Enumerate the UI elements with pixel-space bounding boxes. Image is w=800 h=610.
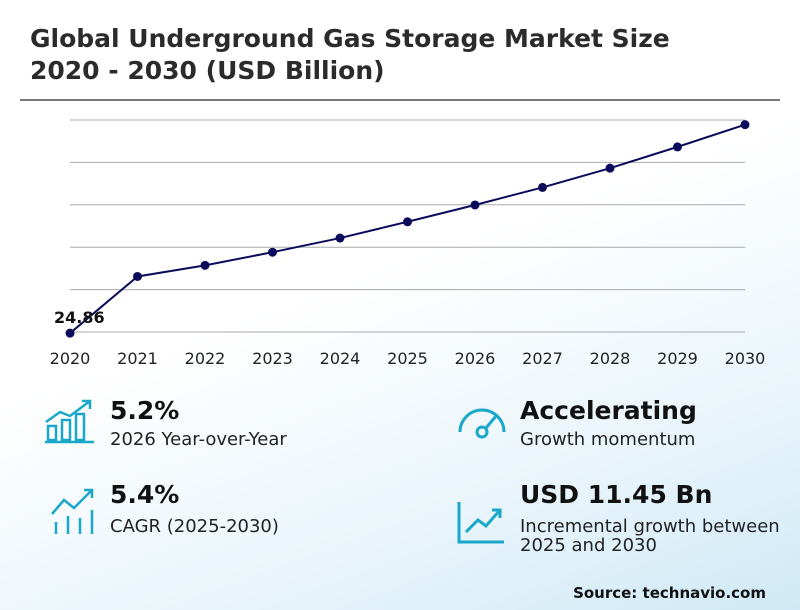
x-tick-label: 2027	[522, 349, 563, 368]
x-tick-label: 2021	[117, 349, 158, 368]
stat-headline: Accelerating	[520, 396, 697, 425]
point	[200, 260, 210, 270]
x-tick-label: 2028	[590, 349, 631, 368]
x-tick-label: 2026	[455, 349, 496, 368]
gauge-icon	[458, 408, 506, 439]
stat-text: Growth momentum	[520, 429, 696, 450]
point	[538, 182, 547, 192]
stat-headline: 5.4%	[110, 480, 180, 509]
stat-headline: USD 11.45 Bn	[520, 480, 713, 509]
stat-text: Incremental growth between 2025 and 2030	[520, 516, 780, 556]
point	[268, 247, 277, 257]
point	[470, 200, 480, 210]
point	[605, 163, 615, 173]
point	[335, 233, 345, 243]
x-tick-label: 2025	[387, 349, 428, 368]
line	[69, 123, 746, 334]
stat-text: CAGR (2025-2030)	[110, 516, 279, 537]
chart: 2020 2021 2022 2023 2024 2025 2026 2027 2028 2029…	[50, 119, 766, 368]
divider	[20, 99, 780, 101]
bar-icon	[45, 399, 94, 444]
stat-headline: 5.2%	[110, 396, 180, 425]
trend-icon	[51, 488, 94, 534]
point	[65, 328, 75, 338]
point	[133, 271, 142, 281]
x-tick-label: 2020	[50, 349, 91, 368]
source: Source: technavio.com	[573, 584, 766, 602]
x-tick-label: 2022	[185, 349, 226, 368]
x-tick-label: 2024	[320, 349, 361, 368]
chart-title: Global Underground Gas Storage Market Si…	[30, 24, 670, 53]
chart-icon	[457, 502, 504, 544]
stat-text: 2026 Year-over-Year	[110, 429, 287, 450]
point	[673, 142, 682, 152]
x-tick-label: 2023	[252, 349, 293, 368]
chart-title: 2020 - 2030 (USD Billion)	[30, 56, 385, 85]
x-tick-label: 2029	[657, 349, 698, 368]
data-label: 24.86	[54, 308, 105, 327]
x-tick-label: 2030	[725, 349, 766, 368]
point	[403, 217, 412, 227]
point	[740, 120, 750, 130]
